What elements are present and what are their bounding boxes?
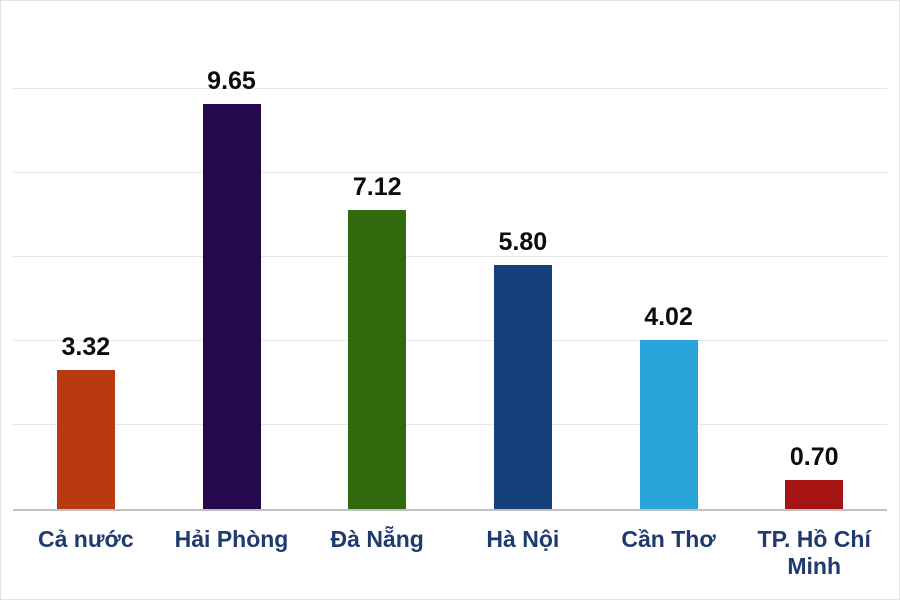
bar-group-ca-nuoc: 3.32 xyxy=(13,333,159,509)
category-label: Đà Nẵng xyxy=(330,525,424,552)
bar-value-label: 7.12 xyxy=(352,172,402,201)
bar xyxy=(202,103,261,509)
bar-group-hai-phong: 9.65 xyxy=(159,67,305,509)
bar-group-da-nang: 7.12 xyxy=(304,173,450,509)
bar xyxy=(493,265,552,509)
category-label: TP. Hồ Chí Minh xyxy=(757,525,871,580)
bar-value-label: 0.70 xyxy=(789,442,839,471)
category-axis: Cả nước Hải Phòng Đà Nẵng Hà Nội Cần Thơ… xyxy=(13,526,887,581)
category-label: Cả nước xyxy=(38,525,134,552)
category-label: Hải Phòng xyxy=(174,525,289,552)
bar-value-label: 9.65 xyxy=(207,66,256,95)
bar-value-label: 4.02 xyxy=(644,303,693,332)
bar-group-can-tho: 4.02 xyxy=(596,303,742,509)
bar-group-tp-hcm: 0.70 xyxy=(741,443,887,509)
bar xyxy=(56,369,115,509)
plot-area: 3.32 9.65 7.12 5.80 4.02 0.70 xyxy=(13,67,887,511)
category-label: Cần Thơ xyxy=(621,525,716,552)
bar-group-ha-noi: 5.80 xyxy=(450,228,596,509)
bar-value-label: 5.80 xyxy=(498,228,548,257)
bar xyxy=(639,340,698,509)
grid-line xyxy=(13,88,887,89)
bar-value-label: 3.32 xyxy=(61,332,111,361)
bar xyxy=(785,479,844,509)
bar xyxy=(348,209,407,509)
category-label: Hà Nội xyxy=(486,525,560,552)
